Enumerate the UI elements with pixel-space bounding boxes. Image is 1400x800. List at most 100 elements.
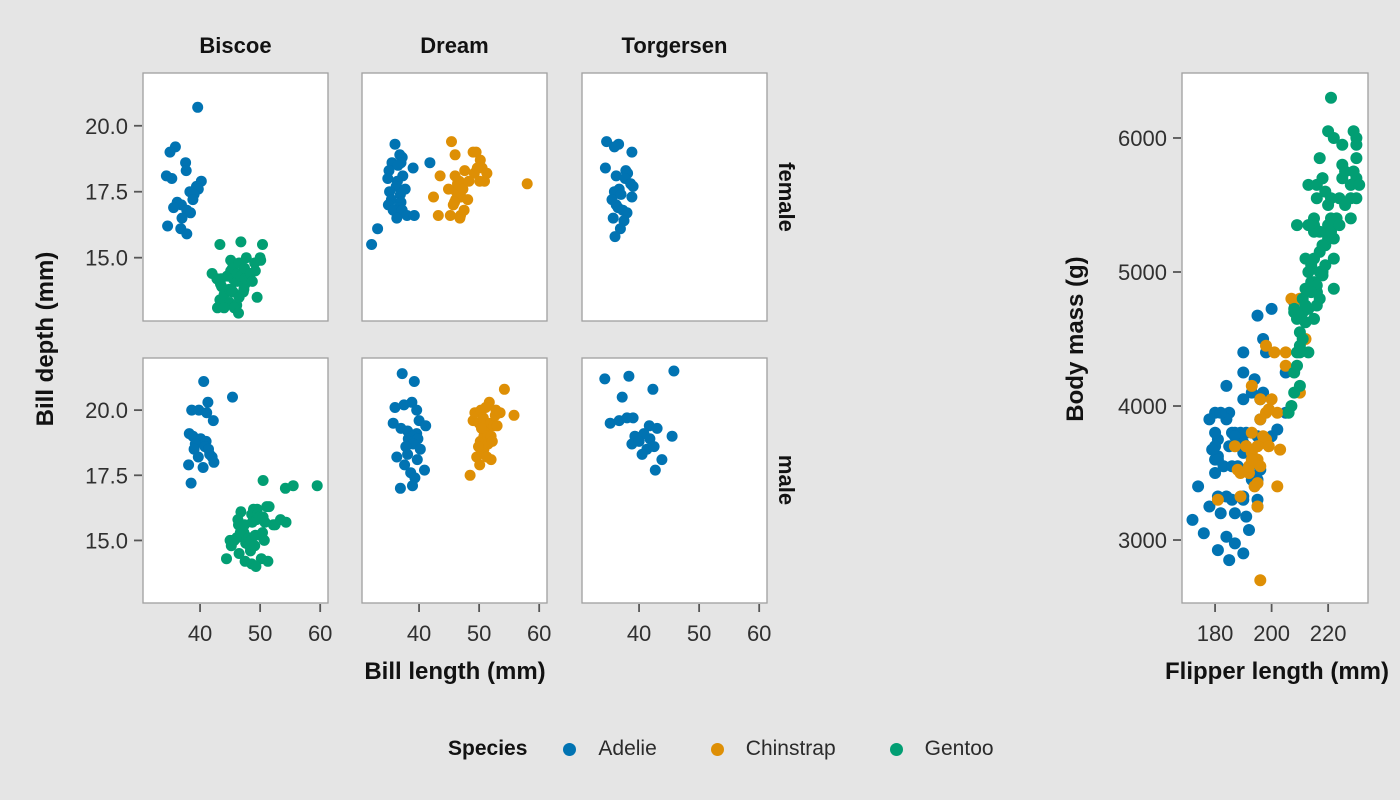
y-tick-label: 4000 [1118, 394, 1167, 419]
legend-item-chinstrap: Chinstrap [710, 737, 836, 761]
data-point-adelie [647, 383, 659, 395]
data-point-adelie [391, 451, 403, 463]
data-point-gentoo [1325, 91, 1337, 104]
data-point-adelie [168, 202, 180, 214]
data-point-gentoo [1313, 245, 1326, 258]
data-point-gentoo [1299, 316, 1312, 329]
data-point-adelie [180, 157, 192, 169]
data-point-gentoo [1350, 152, 1363, 165]
x-tick-label: 50 [467, 621, 491, 646]
data-point-adelie [183, 459, 195, 471]
data-point-adelie [396, 368, 408, 380]
data-point-gentoo [1291, 219, 1303, 232]
data-point-adelie [407, 162, 419, 174]
x-tick-label: 50 [687, 621, 711, 646]
data-point-gentoo [214, 239, 226, 250]
facet-panel-dream-male [361, 357, 548, 604]
data-point-adelie [627, 412, 639, 424]
data-point-adelie [420, 420, 432, 432]
legend: Species Adelie Chinstrap Gentoo [448, 736, 1048, 762]
data-point-gentoo [249, 265, 261, 277]
data-point-chinstrap [1234, 467, 1247, 479]
data-point-gentoo [1353, 178, 1366, 191]
legend-item-gentoo: Gentoo [889, 737, 994, 761]
data-point-adelie [656, 454, 668, 466]
data-point-chinstrap [1251, 500, 1264, 513]
data-point-chinstrap [1234, 490, 1247, 503]
data-point-adelie [1186, 513, 1199, 526]
legend-label-gentoo: Gentoo [924, 737, 994, 760]
data-point-adelie [389, 402, 401, 413]
data-point-adelie [1237, 346, 1250, 359]
data-point-adelie [1214, 507, 1227, 520]
data-point-gentoo [1333, 219, 1346, 232]
data-point-gentoo [1288, 386, 1301, 399]
data-point-adelie [1192, 480, 1205, 493]
data-point-gentoo [1302, 346, 1315, 359]
data-point-gentoo [280, 516, 292, 528]
data-point-adelie [382, 173, 394, 184]
data-point-adelie [407, 480, 418, 492]
data-point-gentoo [1350, 132, 1363, 144]
data-point-adelie [387, 417, 399, 429]
data-point-adelie [1220, 379, 1233, 392]
data-point-adelie [164, 146, 176, 158]
data-point-gentoo [218, 302, 230, 314]
data-point-gentoo [233, 307, 244, 319]
data-point-gentoo [311, 480, 323, 492]
data-point-chinstrap [1248, 480, 1261, 493]
data-point-adelie [626, 146, 638, 158]
data-point-gentoo [1305, 286, 1318, 299]
data-point-adelie [626, 191, 638, 203]
data-point-gentoo [257, 475, 269, 486]
data-point-chinstrap [428, 191, 439, 203]
data-point-chinstrap [446, 136, 457, 148]
data-point-gentoo [1350, 192, 1363, 205]
data-point-adelie [389, 138, 401, 150]
y-axis-title-body-mass: Body mass (g) [1062, 256, 1089, 422]
data-point-adelie [1265, 302, 1278, 315]
data-point-chinstrap [508, 409, 520, 421]
data-point-gentoo [1339, 199, 1352, 211]
x-tick-label: 40 [627, 621, 651, 646]
data-point-chinstrap [1260, 339, 1272, 352]
data-point-chinstrap [1268, 346, 1281, 359]
data-point-adelie [366, 239, 378, 250]
data-point-chinstrap [1211, 493, 1224, 506]
facet-col-title-biscoe: Biscoe [199, 33, 272, 58]
data-point-gentoo [1327, 282, 1340, 295]
x-tick-label: 180 [1197, 621, 1234, 646]
y-axis-title-bill-depth: Bill depth (mm) [32, 251, 59, 427]
data-point-chinstrap [444, 210, 456, 221]
data-point-gentoo [235, 506, 247, 518]
y-tick-label: 15.0 [85, 528, 128, 553]
y-tick-label: 17.5 [85, 180, 128, 205]
data-point-adelie [185, 207, 196, 219]
data-point-chinstrap [1254, 393, 1267, 406]
data-point-adelie [185, 477, 197, 489]
data-point-adelie [648, 441, 660, 453]
data-point-adelie [166, 173, 178, 184]
data-point-chinstrap [443, 183, 454, 195]
data-point-chinstrap [1254, 460, 1267, 473]
x-tick-label: 60 [747, 621, 771, 646]
y-tick-label: 17.5 [85, 463, 128, 488]
data-point-gentoo [1327, 252, 1340, 265]
data-point-adelie [607, 212, 619, 224]
data-point-adelie [197, 462, 209, 473]
facet-col-title-dream: Dream [420, 33, 489, 58]
data-point-adelie [1243, 524, 1255, 536]
data-point-chinstrap [1245, 453, 1258, 466]
data-point-adelie [649, 464, 661, 476]
data-point-adelie [1228, 430, 1241, 443]
data-point-chinstrap [1254, 574, 1267, 587]
data-point-adelie [614, 223, 626, 235]
data-point-adelie [1220, 530, 1233, 543]
data-point-gentoo [255, 254, 267, 266]
data-point-adelie [608, 141, 620, 153]
data-point-chinstrap [463, 175, 475, 187]
data-point-gentoo [235, 236, 247, 248]
data-point-adelie [208, 456, 220, 468]
data-point-chinstrap [457, 183, 469, 195]
data-point-adelie [201, 407, 213, 419]
